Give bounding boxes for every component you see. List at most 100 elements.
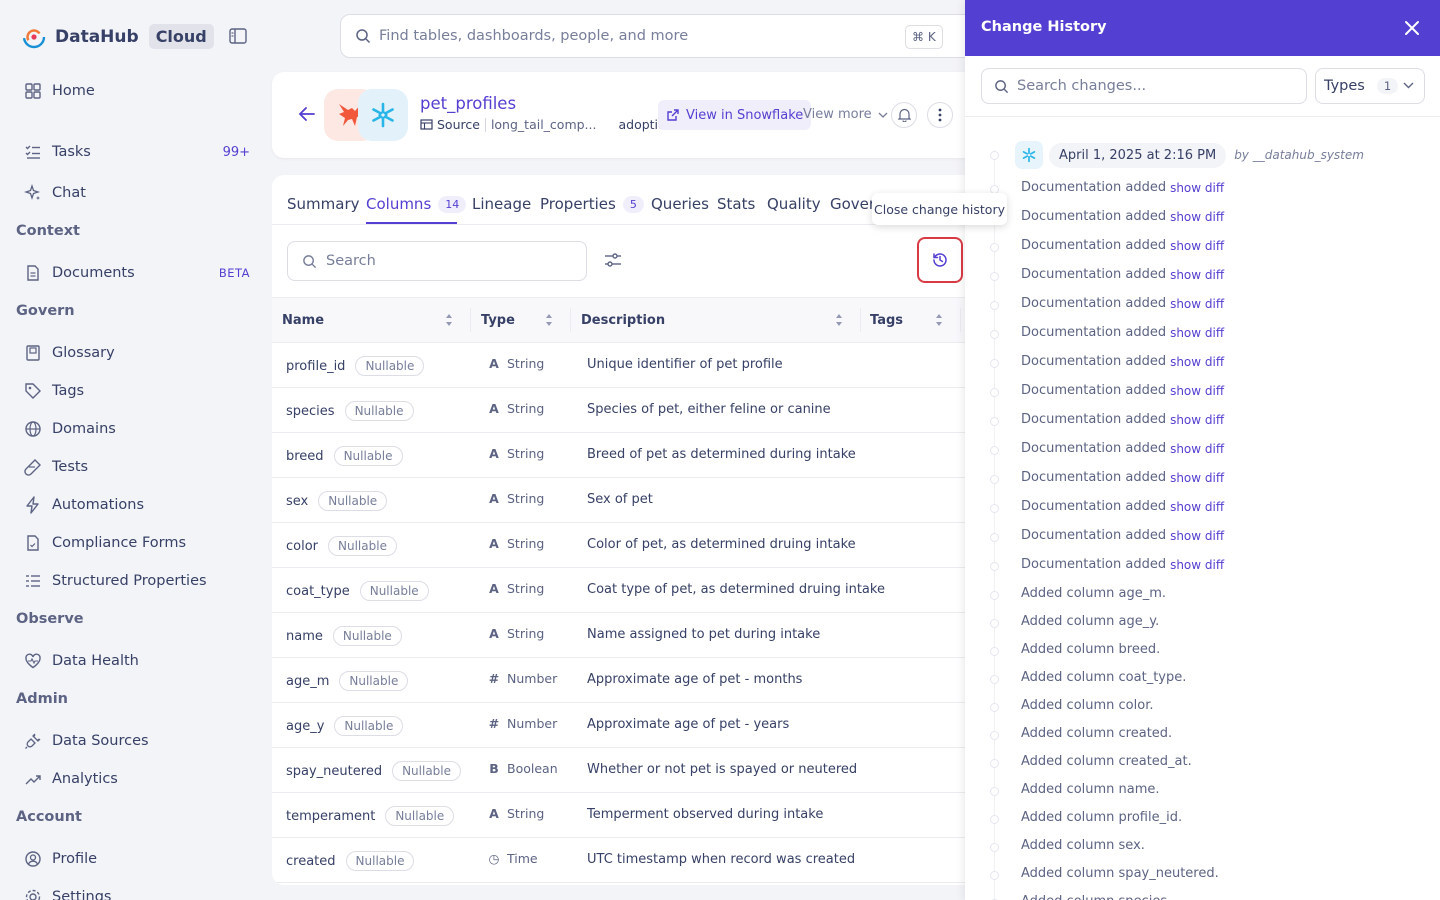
show-diff-link[interactable]: show diff [1170,557,1225,572]
sidebar-item-analytics[interactable]: Analytics [24,767,250,791]
sidebar-item-domains[interactable]: Domains [24,417,250,441]
column-name[interactable]: sex [286,493,309,509]
entity-path[interactable]: long_tail_comp... [490,117,597,132]
changes-search-input[interactable]: Search changes... [981,68,1307,104]
column-description[interactable]: Sex of pet [587,492,653,507]
show-diff-link[interactable]: show diff [1170,296,1225,311]
tab-lineage[interactable]: Lineage [472,195,531,213]
column-name[interactable]: created [286,853,336,869]
table-row[interactable]: name Nullable A String Name assigned to pet … [272,613,992,658]
show-diff-link[interactable]: show diff [1170,354,1225,369]
column-name[interactable]: spay_neutered [286,763,383,779]
column-description[interactable]: Species of pet, either feline or canine [587,402,831,417]
tab-queries[interactable]: Queries [651,195,709,213]
view-in-snowflake-button[interactable]: View in Snowflake [658,100,812,130]
table-row[interactable]: spay_neutered Nullable B Boolean Whether or … [272,748,992,793]
column-name[interactable]: profile_id [286,358,346,374]
table-row[interactable]: sex Nullable A String Sex of pet [272,478,992,523]
show-diff-link[interactable]: show diff [1170,267,1225,282]
sidebar-item-data-sources[interactable]: Data Sources [24,729,250,753]
global-search-input[interactable]: Find tables, dashboards, people, and mor… [340,14,980,58]
show-diff-link[interactable]: show diff [1170,209,1225,224]
tab-stats[interactable]: Stats [717,195,755,213]
show-diff-link[interactable]: show diff [1170,180,1225,195]
more-vertical-icon [938,108,942,122]
header-name[interactable]: Name [282,313,325,328]
tab-quality[interactable]: Quality [767,195,821,213]
brand[interactable]: DataHub Cloud [22,24,214,49]
sidebar-item-glossary[interactable]: Glossary [24,341,250,365]
sidebar-item-structured-properties[interactable]: Structured Properties [24,569,250,593]
column-description[interactable]: UTC timestamp when record was created [587,852,856,867]
show-diff-link[interactable]: show diff [1170,325,1225,340]
column-name[interactable]: color [286,538,319,554]
sidebar-item-chat[interactable]: Chat [24,181,250,205]
show-diff-link[interactable]: show diff [1170,499,1225,514]
sort-icon[interactable] [445,313,453,327]
entity-title[interactable]: pet_profiles [420,94,517,113]
tab-properties[interactable]: Properties 5 [540,195,644,213]
sidebar-item-documents[interactable]: Documents BETA [24,261,250,285]
sidebar-item-compliance-forms[interactable]: Compliance Forms [24,531,250,555]
tab-columns[interactable]: Columns 14 [366,195,467,213]
column-name[interactable]: age_m [286,673,330,689]
sidebar-item-profile[interactable]: Profile [24,847,250,871]
sidebar-toggle-icon[interactable] [229,28,249,46]
table-row[interactable]: species Nullable A String Species of pet, ei… [272,388,992,433]
sort-icon[interactable] [935,313,943,327]
header-type[interactable]: Type [481,313,515,328]
column-description[interactable]: Coat type of pet, as determined druing i… [587,582,885,597]
table-row[interactable]: temperament Nullable A String Temperment obs… [272,793,992,838]
sort-icon[interactable] [545,313,553,327]
header-description[interactable]: Description [581,313,666,328]
types-filter-dropdown[interactable]: Types 1 [1315,68,1425,104]
sidebar-item-automations[interactable]: Automations [24,493,250,517]
sidebar-item-tasks[interactable]: Tasks 99+ [24,140,250,164]
back-arrow-icon[interactable] [298,106,316,122]
column-description[interactable]: Breed of pet as determined during intake [587,447,856,462]
column-description[interactable]: Temperment observed during intake [587,807,824,822]
sidebar-item-tests[interactable]: Tests [24,455,250,479]
notification-bell-button[interactable] [891,102,917,128]
filter-sliders-icon[interactable] [604,252,622,268]
show-diff-link[interactable]: show diff [1170,441,1225,456]
tab-govern[interactable]: Govern [830,195,884,213]
column-name[interactable]: coat_type [286,583,350,599]
header-tags[interactable]: Tags [870,313,904,328]
table-row[interactable]: color Nullable A String Color of pet, as det… [272,523,992,568]
show-diff-link[interactable]: show diff [1170,528,1225,543]
column-description[interactable]: Approximate age of pet - months [587,672,803,687]
columns-search-input[interactable]: Search [287,241,587,281]
sidebar-item-settings[interactable]: Settings [24,885,250,900]
column-name[interactable]: temperament [286,808,376,824]
show-diff-link[interactable]: show diff [1170,238,1225,253]
view-more-dropdown[interactable]: View more [803,107,888,122]
show-diff-link[interactable]: show diff [1170,383,1225,398]
sidebar-item-data-health[interactable]: Data Health [24,649,250,673]
table-row[interactable]: age_y Nullable # Number Approximate age of p… [272,703,992,748]
column-description[interactable]: Whether or not pet is spayed or neutered [587,762,858,777]
more-options-button[interactable] [927,102,953,128]
table-row[interactable]: created Nullable ◷ Time UTC timestamp when r… [272,838,992,883]
table-row[interactable]: coat_type Nullable A String Coat type of pet… [272,568,992,613]
tab-summary[interactable]: Summary [287,195,360,213]
sidebar-item-home[interactable]: Home [24,79,250,103]
column-description[interactable]: Name assigned to pet during intake [587,627,821,642]
sort-icon[interactable] [835,313,843,327]
change-history-button[interactable] [917,237,963,283]
section-admin: Admin [16,691,69,707]
column-description[interactable]: Unique identifier of pet profile [587,357,783,372]
table-row[interactable]: profile_id Nullable A String Unique identifi… [272,343,992,388]
table-row[interactable]: breed Nullable A String Breed of pet as dete… [272,433,992,478]
column-name[interactable]: species [286,403,335,419]
show-diff-link[interactable]: show diff [1170,470,1225,485]
column-name[interactable]: breed [286,448,324,464]
table-row[interactable]: age_m Nullable # Number Approximate age of p… [272,658,992,703]
column-name[interactable]: name [286,628,323,644]
show-diff-link[interactable]: show diff [1170,412,1225,427]
column-name[interactable]: age_y [286,718,325,734]
close-icon[interactable] [1402,18,1422,38]
column-description[interactable]: Approximate age of pet - years [587,717,790,732]
sidebar-item-tags[interactable]: Tags [24,379,250,403]
column-description[interactable]: Color of pet, as determined druing intak… [587,537,856,552]
